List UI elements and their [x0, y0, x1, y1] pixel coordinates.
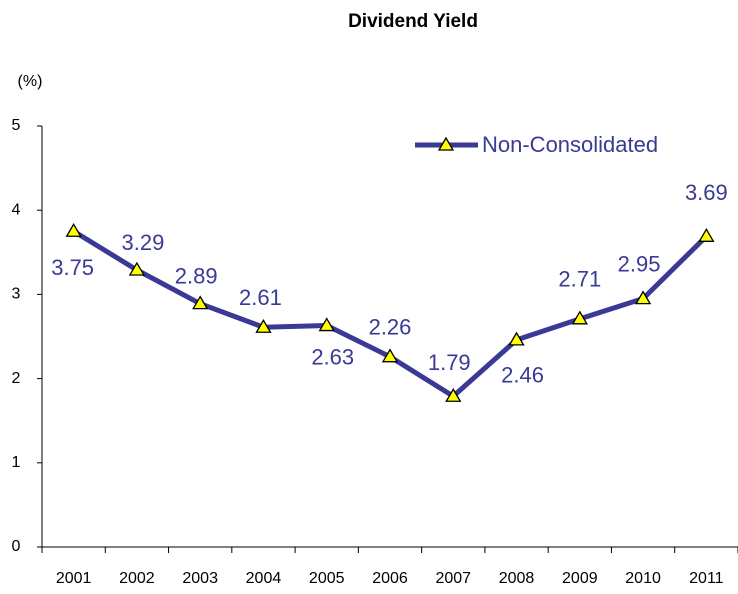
x-tick-label: 2003 — [182, 570, 218, 587]
y-tick-label: 1 — [12, 454, 21, 471]
data-label: 2.89 — [175, 263, 218, 288]
data-label: 3.69 — [685, 180, 728, 205]
marker — [255, 318, 272, 333]
x-tick-label: 2011 — [689, 570, 724, 587]
x-tick-label: 2002 — [119, 570, 155, 587]
data-label: 2.95 — [618, 251, 661, 276]
marker — [508, 331, 525, 346]
data-label: 1.79 — [428, 350, 471, 375]
marker — [634, 290, 652, 305]
marker — [65, 222, 82, 237]
marker — [571, 310, 588, 325]
data-label: 3.75 — [51, 255, 94, 280]
x-tick-label: 2001 — [56, 570, 92, 587]
x-tick-label: 2009 — [562, 570, 598, 587]
data-label: 2.26 — [369, 315, 412, 340]
marker — [381, 348, 399, 363]
marker — [445, 387, 462, 402]
data-label: 2.63 — [311, 344, 354, 369]
data-label: 2.71 — [558, 267, 601, 292]
marker — [192, 295, 209, 310]
marker — [128, 261, 146, 276]
x-tick-label: 2010 — [625, 570, 661, 587]
y-tick-label: 0 — [12, 538, 21, 555]
y-axis-label: (%) — [18, 73, 43, 90]
x-tick-label: 2005 — [309, 570, 345, 587]
x-tick-label: 2006 — [372, 570, 408, 587]
data-label: 2.61 — [239, 285, 282, 310]
y-tick-label: 5 — [12, 117, 21, 134]
y-tick-label: 3 — [12, 286, 21, 303]
x-tick-label: 2007 — [435, 570, 471, 587]
data-label: 3.29 — [121, 230, 164, 255]
legend-marker — [437, 136, 455, 151]
chart-title: Dividend Yield — [348, 11, 478, 32]
marker — [318, 317, 335, 332]
marker — [698, 228, 715, 242]
legend-label: Non-Consolidated — [482, 132, 658, 157]
data-label: 2.46 — [501, 363, 544, 388]
x-tick-label: 2008 — [499, 570, 535, 587]
x-tick-label: 2004 — [246, 570, 282, 587]
y-tick-label: 2 — [12, 370, 21, 387]
y-tick-label: 4 — [12, 201, 21, 218]
